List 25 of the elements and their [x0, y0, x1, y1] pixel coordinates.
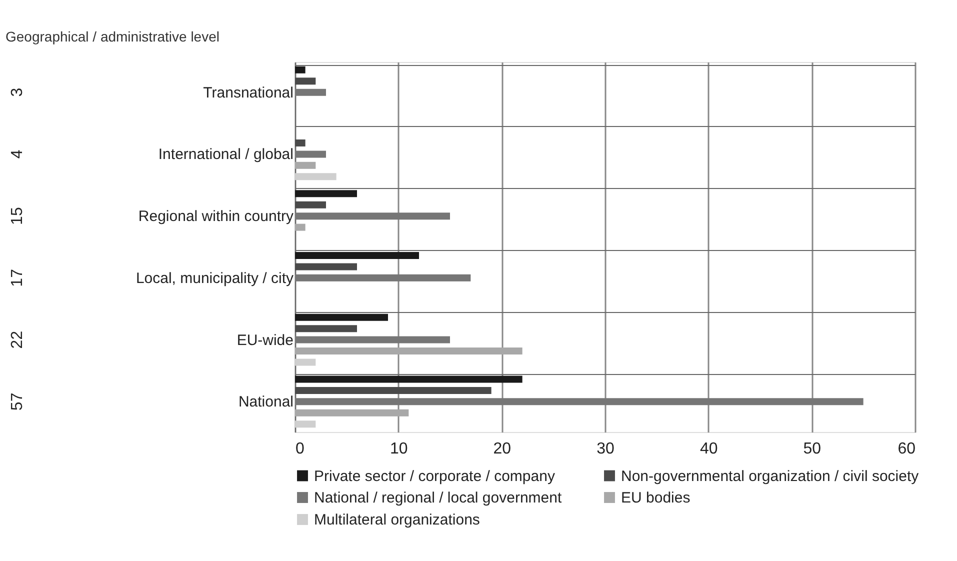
legend-label: Private sector / corporate / company: [314, 468, 556, 485]
y-tick-label: Regional within country: [138, 208, 294, 226]
y-tick-label: Local, municipality / city: [136, 270, 294, 287]
y-tick-label: National: [238, 394, 294, 411]
x-tick-label: 30: [596, 440, 614, 458]
text: 22: [9, 330, 26, 349]
text: 4: [9, 150, 26, 159]
x-tick-label: 20: [493, 440, 512, 458]
legend-label: National / regional / local government: [314, 490, 562, 506]
x-tick-label: 50: [803, 440, 822, 458]
text: 3: [9, 88, 26, 97]
text: 57: [9, 392, 26, 411]
x-tick-label: 40: [700, 440, 718, 458]
text: 15: [9, 207, 26, 225]
legend-label: EU bodies: [621, 490, 690, 506]
y-tick-label: Transnational: [203, 84, 294, 102]
legend-label: Multilateral organizations: [314, 512, 480, 528]
y-axis-title: Geographical / administrative level: [6, 28, 220, 44]
text: 17: [9, 268, 26, 287]
y-tick-label: EU-wide: [236, 332, 294, 349]
x-tick-label: 10: [390, 440, 408, 458]
legend-label: Non-governmental organization / civil society: [621, 468, 920, 485]
x-tick-label: 60: [898, 440, 916, 458]
x-tick-label: 0: [296, 440, 304, 458]
y-tick-label: International / global: [158, 146, 294, 164]
